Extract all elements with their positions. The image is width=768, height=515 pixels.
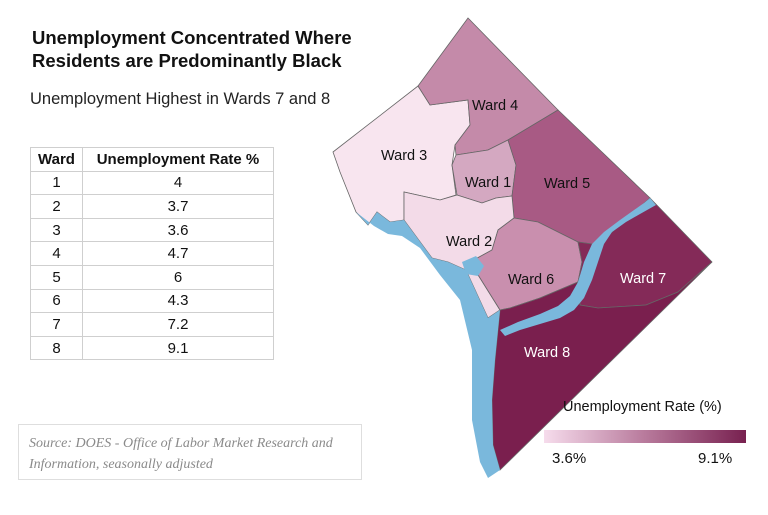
chart-title: Unemployment Concentrated Where Resident… (32, 27, 352, 71)
table-cell-rate: 7.2 (82, 312, 274, 337)
chart-subtitle: Unemployment Highest in Wards 7 and 8 (30, 90, 331, 108)
table-cell-ward: 4 (30, 241, 83, 266)
ward-6-label: Ward 6 (508, 272, 554, 288)
table-row: 7 7.2 (30, 312, 274, 337)
source-note: Source: DOES - Office of Labor Market Re… (18, 424, 362, 480)
legend-title: Unemployment Rate (%) (563, 399, 722, 415)
table-row: 8 9.1 (30, 335, 274, 361)
table-header-row: Ward Unemployment Rate % (30, 147, 274, 172)
tidal-basin (462, 256, 484, 276)
table-row: 2 3.7 (30, 194, 274, 219)
ward-2-label: Ward 2 (446, 234, 492, 250)
ward-8-label: Ward 8 (524, 345, 570, 361)
ward-5-label: Ward 5 (544, 176, 590, 192)
table-cell-rate: 4.3 (82, 288, 274, 314)
ward-4-label: Ward 4 (472, 98, 518, 114)
table-cell-rate: 9.1 (82, 335, 274, 361)
table-cell-ward: 7 (30, 312, 83, 337)
table-cell-rate: 3.7 (82, 194, 274, 219)
table-row: 1 4 (30, 170, 274, 196)
unemployment-table: Ward Unemployment Rate % 1 4 2 3.7 3 3.6… (30, 147, 274, 361)
ward-1-label: Ward 1 (465, 175, 511, 191)
table-header-rate: Unemployment Rate % (82, 147, 274, 172)
table-row: 6 4.3 (30, 288, 274, 314)
anacostia-river (500, 198, 656, 336)
table-cell-ward: 5 (30, 264, 83, 290)
legend-color-bar (544, 430, 746, 443)
table-cell-ward: 8 (30, 335, 83, 361)
table-cell-ward: 2 (30, 194, 83, 219)
table-cell-rate: 4.7 (82, 241, 274, 266)
table-row: 5 6 (30, 264, 274, 290)
potomac-river (356, 212, 500, 478)
legend-min-label: 3.6% (552, 450, 587, 467)
table-cell-rate: 3.6 (82, 217, 274, 243)
table-row: 4 4.7 (30, 241, 274, 266)
ward-7-label: Ward 7 (620, 271, 666, 287)
table-cell-rate: 4 (82, 170, 274, 196)
legend-max-label: 9.1% (698, 450, 733, 467)
table-cell-rate: 6 (82, 264, 274, 290)
ward-3-label: Ward 3 (381, 148, 427, 164)
